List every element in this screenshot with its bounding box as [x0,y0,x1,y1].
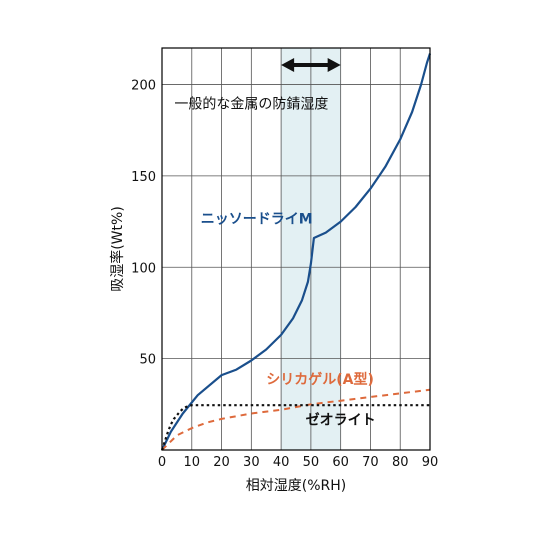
series-label-1: シリカゲル(A型) [266,371,374,388]
arrow-head-right [327,58,341,72]
y-axis-label: 吸湿率(Wt%) [109,206,126,292]
series-line-0 [161,53,432,451]
y-tick-label: 100 [131,261,156,276]
x-tick-label: 50 [303,455,320,470]
series-labels: ニッソードライM シリカゲル(A型) ゼオライト [201,211,376,428]
x-tick-label: 90 [422,455,439,470]
arrow-head-left [281,58,295,72]
series-label-0: ニッソードライM [201,211,313,227]
plot-frame [161,47,431,451]
x-axis-label: 相対湿度(%RH) [246,478,346,494]
x-tick-label: 40 [273,455,290,470]
y-tick-label: 150 [131,170,156,185]
y-tick-label: 50 [139,353,156,368]
x-tick-label: 70 [362,455,379,470]
series-line-1 [161,388,431,451]
chart-grid [162,48,430,450]
band-range-arrow [281,58,341,72]
band-label: 一般的な金属の防錆湿度 [174,95,328,112]
x-tick-label: 10 [184,455,201,470]
y-tick-label: 200 [131,79,156,94]
axis-ticks: 0 10 20 30 40 50 60 70 80 90 50 100 150 200 [131,79,438,470]
x-tick-label: 80 [392,455,409,470]
x-tick-label: 0 [158,455,166,470]
series-label-2: ゼオライト [306,411,376,428]
x-tick-label: 30 [243,455,260,470]
chart-series [160,53,432,451]
x-tick-label: 60 [332,455,349,470]
x-tick-label: 20 [213,455,230,470]
